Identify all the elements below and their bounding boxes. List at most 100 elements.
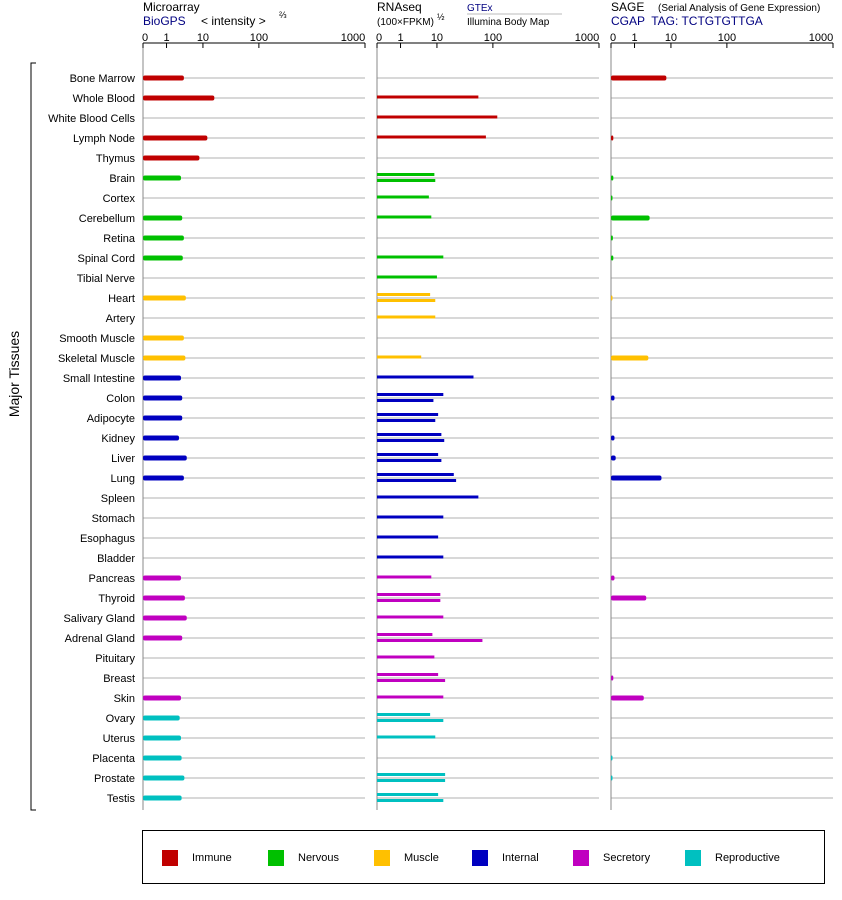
- bar-microarray: [143, 335, 184, 341]
- bar-sage: [611, 235, 613, 241]
- bar-gtex: [377, 95, 479, 99]
- tissue-label: Bone Marrow: [70, 73, 135, 85]
- bar-illumina: [377, 639, 483, 642]
- bar-microarray: [143, 395, 183, 401]
- legend-label: Reproductive: [715, 852, 780, 864]
- tissue-label: Skeletal Muscle: [58, 353, 135, 365]
- bar-sage: [611, 575, 615, 581]
- bar-microarray: [143, 615, 187, 621]
- bar-gtex: [377, 773, 446, 776]
- tissue-label: Cortex: [103, 193, 136, 205]
- bar-microarray: [143, 795, 182, 801]
- bar-gtex: [377, 315, 436, 319]
- bar-gtex: [377, 575, 432, 579]
- bar-sage: [611, 595, 647, 601]
- gtex-link[interactable]: GTEx: [467, 3, 493, 14]
- bar-microarray: [143, 215, 183, 221]
- bar-gtex: [377, 375, 474, 379]
- bar-illumina: [377, 679, 446, 682]
- bar-gtex: [377, 695, 444, 699]
- tissue-label: Prostate: [94, 773, 135, 785]
- bar-gtex: [377, 535, 439, 539]
- bar-gtex: [377, 173, 435, 176]
- legend-swatch: [162, 850, 178, 866]
- tissue-label: Ovary: [106, 713, 136, 725]
- bar-gtex: [377, 195, 429, 199]
- bar-microarray: [143, 695, 182, 701]
- tick-label: 0: [142, 32, 148, 44]
- bar-sage: [611, 255, 614, 261]
- legend-label: Internal: [502, 852, 539, 864]
- tick-label: 10: [197, 32, 209, 44]
- tissue-label: Lung: [111, 473, 135, 485]
- bar-gtex: [377, 293, 431, 296]
- bar-illumina: [377, 459, 442, 462]
- bar-sage: [611, 355, 649, 361]
- legend-label: Secretory: [603, 852, 651, 864]
- bar-illumina: [377, 719, 444, 722]
- tissue-label: Pituitary: [95, 653, 135, 665]
- rnaseq-title: RNAseq: [377, 0, 422, 14]
- bar-sage: [611, 395, 615, 401]
- legend-label: Muscle: [404, 852, 439, 864]
- legend-item-reproductive: Reproductive: [685, 850, 780, 866]
- intensity-exponent: ⅔: [279, 10, 287, 20]
- bar-sage: [611, 195, 613, 201]
- bar-sage: [611, 475, 662, 481]
- legend-item-immune: Immune: [162, 850, 232, 866]
- bar-sage: [611, 215, 650, 221]
- tissue-label: Salivary Gland: [63, 613, 135, 625]
- biogps-link[interactable]: BioGPS: [143, 14, 186, 28]
- legend-swatch: [472, 850, 488, 866]
- tissue-label: Adrenal Gland: [65, 633, 135, 645]
- bar-gtex: [377, 555, 444, 559]
- legend-swatch: [268, 850, 284, 866]
- tissue-label: Testis: [107, 793, 136, 805]
- tissue-label: Uterus: [103, 733, 136, 745]
- tissue-label: Adipocyte: [87, 413, 135, 425]
- tissue-label: Cerebellum: [79, 213, 135, 225]
- bar-gtex: [377, 793, 439, 796]
- bar-microarray: [143, 135, 208, 141]
- tissue-label: Spinal Cord: [78, 253, 135, 265]
- cgap-tag-link[interactable]: CGAP TAG: TCTGTGTTGA: [611, 14, 763, 28]
- expression-chart: Microarray BioGPS < intensity > ⅔ RNAseq…: [6, 0, 834, 811]
- bar-microarray: [143, 255, 183, 261]
- bar-gtex: [377, 473, 454, 476]
- bar-sage: [611, 435, 615, 441]
- bar-sage: [611, 295, 613, 301]
- bar-gtex: [377, 115, 498, 119]
- microarray-title: Microarray: [143, 0, 200, 14]
- sage-title: SAGE: [611, 0, 644, 14]
- tissue-label: Stomach: [92, 513, 135, 525]
- bar-gtex: [377, 515, 444, 519]
- bar-sage: [611, 175, 614, 181]
- tick-label: 0: [610, 32, 616, 44]
- bar-sage: [611, 75, 667, 81]
- bar-microarray: [143, 375, 182, 381]
- bar-microarray: [143, 95, 215, 101]
- bar-illumina: [377, 439, 445, 442]
- tick-label: 1000: [341, 32, 365, 44]
- legend-item-internal: Internal: [472, 850, 539, 866]
- bar-sage: [611, 135, 614, 141]
- tick-label: 10: [431, 32, 443, 44]
- legend-item-nervous: Nervous: [268, 850, 339, 866]
- legend-item-secretory: Secretory: [573, 850, 650, 866]
- tissue-label: Smooth Muscle: [59, 333, 135, 345]
- tick-label: 1000: [809, 32, 833, 44]
- bar-microarray: [143, 755, 182, 761]
- bar-illumina: [377, 779, 446, 782]
- bar-microarray: [143, 75, 184, 81]
- bar-microarray: [143, 155, 200, 161]
- bar-gtex: [377, 355, 422, 359]
- fpkm-label: (100×FPKM): [377, 17, 434, 28]
- bar-microarray: [143, 575, 182, 581]
- bar-microarray: [143, 235, 184, 241]
- illumina-label: Illumina Body Map: [467, 17, 550, 28]
- legend-swatch: [374, 850, 390, 866]
- bar-gtex: [377, 433, 442, 436]
- bar-gtex: [377, 255, 444, 259]
- tissue-label: Thymus: [96, 153, 136, 165]
- group-bracket: [30, 62, 36, 811]
